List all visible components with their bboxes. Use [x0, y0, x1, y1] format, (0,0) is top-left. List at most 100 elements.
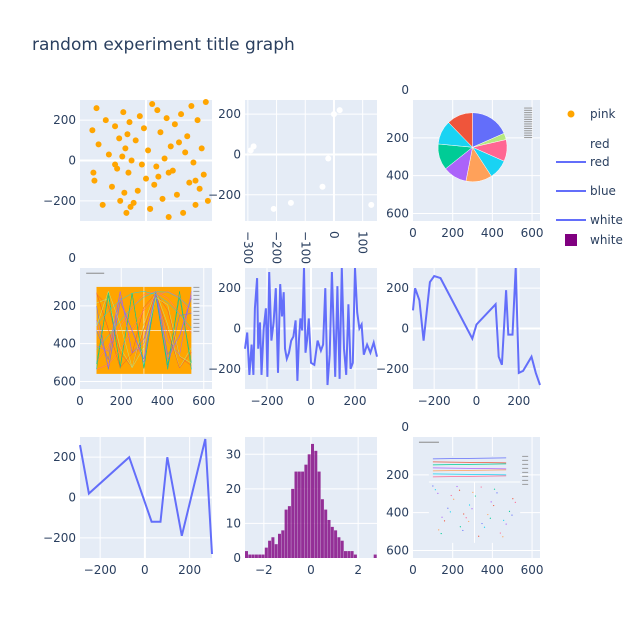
scatter-point [270, 205, 277, 212]
histogram-bar [311, 443, 314, 558]
thumbnail-title [418, 441, 439, 443]
scatter-point [163, 115, 170, 122]
scatter-point [200, 171, 207, 178]
y-tick-label: 20 [226, 482, 241, 496]
x-tick-label: 200 [441, 563, 464, 577]
subplot-p5: −200 0 200 −200 0 200 [208, 267, 378, 408]
histogram-bar [320, 499, 324, 558]
thumbnail-line [96, 291, 192, 368]
scatter-point [330, 111, 337, 118]
thumbnail-legend-entry [522, 455, 529, 457]
x-tick-label: 100 [356, 231, 370, 254]
thumbnail-point [471, 508, 473, 510]
histogram-bar [350, 551, 354, 558]
thumb-legend-entry [524, 130, 533, 132]
thumbnail-legend-entry [193, 294, 200, 296]
thumb-legend-entry [524, 116, 533, 118]
x-tick-label: 0 [473, 394, 481, 408]
scatter-point [120, 109, 127, 116]
histogram-bar [324, 509, 328, 558]
x-tick-label: 0 [327, 231, 341, 239]
thumb-legend-entry [524, 114, 533, 116]
thumbnail-point [503, 519, 505, 521]
thumbnail-point [496, 492, 498, 494]
y-tick-label: 200 [218, 107, 241, 121]
x-tick-label: 600 [192, 394, 215, 408]
y-tick-label: −200 [376, 362, 409, 376]
thumb-legend-entry [524, 121, 533, 123]
scatter-point [194, 117, 201, 124]
histogram-bar [294, 471, 298, 558]
scatter-point [147, 205, 154, 212]
y-tick-label: 10 [226, 516, 241, 530]
scatter-point [123, 209, 130, 216]
thumbnail-point [465, 517, 467, 519]
thumbnail-point [480, 486, 482, 488]
scatter-point [325, 155, 332, 162]
x-tick-label: 0 [76, 394, 84, 408]
scatter-point [91, 177, 98, 184]
x-tick-label: 600 [521, 226, 544, 240]
thumbnail-legend-entry [193, 330, 200, 332]
scatter-point [165, 169, 172, 176]
x-tick-label: −200 [418, 394, 451, 408]
y-tick-label: 200 [53, 450, 76, 464]
scatter-point [319, 183, 326, 190]
scatter-point [143, 175, 149, 182]
thumb-legend-entry [524, 112, 533, 114]
thumbnail-point [468, 504, 471, 506]
scatter-point [117, 197, 124, 204]
y-tick-label: −200 [208, 188, 241, 202]
thumbnail-point [472, 491, 474, 493]
histogram-bar [337, 537, 341, 558]
subplot-p6: −200 0 200 −200 0 200 [376, 267, 541, 408]
histogram-bar [245, 551, 248, 558]
thumbnail-legend-entry [522, 459, 529, 461]
legend-label: blue [590, 184, 616, 198]
thumb-legend-entry [524, 107, 533, 109]
scatter-point [140, 125, 147, 132]
scatter-point [180, 209, 187, 216]
scatter-point [202, 99, 209, 106]
thumbnail-line [96, 291, 192, 329]
scatter-point [119, 153, 126, 160]
figure-title: random experiment title graph [32, 35, 295, 55]
thumbnail-point [493, 504, 495, 507]
scatter-point [145, 147, 152, 154]
thumbnail-point [437, 492, 439, 494]
plot-area [245, 100, 377, 221]
thumbnail-legend-entry [193, 310, 200, 312]
histogram-bar [287, 506, 291, 558]
scatter-point [108, 183, 115, 190]
histogram-bar [307, 454, 311, 558]
thumbnail-point [447, 507, 449, 509]
scatter-point [124, 131, 131, 138]
legend-square-icon [565, 234, 577, 246]
scatter-point [116, 135, 123, 142]
thumbnail-legend-entry [522, 475, 529, 477]
scatter-point [250, 143, 257, 150]
scatter-point [121, 189, 128, 196]
y-tick-label: 600 [386, 206, 409, 220]
scatter-point [157, 129, 164, 136]
x-tick-label: 600 [521, 563, 544, 577]
y-tick-label: 0 [401, 83, 409, 97]
x-tick-label: 400 [481, 563, 504, 577]
legend-item: red [590, 137, 610, 151]
x-tick-label: −300 [241, 231, 255, 264]
subplot-p1: −200 0 200 [43, 99, 212, 221]
thumb-legend-entry [524, 118, 533, 120]
scatter-point [167, 143, 174, 150]
histogram-bar [248, 554, 252, 558]
thumb-legend-entry [524, 123, 533, 125]
thumbnail-legend-entry [522, 467, 529, 469]
thumbnail-line [96, 291, 192, 362]
histogram-bar [258, 554, 262, 558]
thumbnail-point [468, 520, 470, 523]
scatter-point [159, 195, 166, 202]
thumbnail-point [458, 489, 461, 491]
thumbnail-legend-entry [193, 302, 200, 304]
scatter-point [138, 161, 145, 168]
thumbnail-point [474, 495, 476, 497]
